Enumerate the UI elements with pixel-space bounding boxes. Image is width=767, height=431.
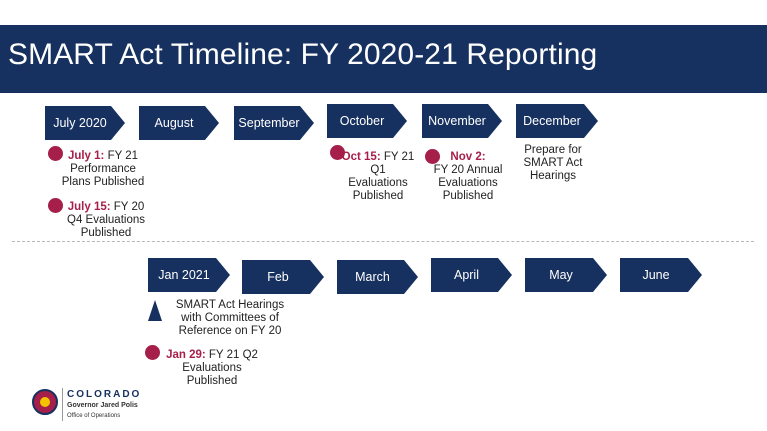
event-smart-hearings: SMART Act Hearings with Committees of Re…	[165, 299, 295, 338]
month-march: March	[337, 260, 418, 294]
event-text: SMART Act Hearings with Committees of Re…	[175, 299, 285, 337]
event-prepare-hearings: Prepare for SMART Act Hearings	[520, 144, 586, 183]
month-july-2020: July 2020	[45, 106, 125, 140]
event-jan-29: Jan 29: FY 21 Q2 Evaluations Published	[163, 349, 261, 388]
colorado-seal-icon	[32, 389, 58, 415]
month-august: August	[139, 106, 219, 140]
logo-office: Office of Operations	[67, 413, 121, 419]
event-text: FY 21 Q2 Evaluations Published	[182, 349, 258, 387]
logo-governor: Governor Jared Polis	[67, 402, 138, 409]
event-date: July 1:	[67, 150, 105, 162]
seal-center	[40, 397, 50, 407]
event-oct-15: Oct 15: FY 21 Q1 Evaluations Published	[340, 151, 416, 203]
event-july-1: July 1: FY 21 Performance Plans Publishe…	[58, 150, 148, 189]
month-september: September	[234, 106, 314, 140]
event-marker-dot	[330, 145, 345, 160]
event-nov-2: Nov 2: FY 20 Annual Evaluations Published	[432, 151, 504, 203]
event-text: FY 21 Q1 Evaluations Published	[348, 151, 415, 202]
month-may: May	[525, 258, 607, 292]
month-jan-2021: Jan 2021	[148, 258, 230, 292]
logo-state: COLORADO	[67, 389, 142, 400]
row-divider	[12, 241, 754, 242]
month-feb: Feb	[242, 260, 324, 294]
month-december: December	[516, 104, 598, 138]
event-date: July 15:	[67, 201, 111, 213]
event-july-15: July 15: FY 20 Q4 Evaluations Published	[62, 201, 150, 240]
event-text: FY 20 Q4 Evaluations Published	[67, 201, 145, 239]
event-text: FY 21 Performance Plans Published	[61, 150, 145, 188]
hearing-triangle-icon	[148, 300, 162, 321]
month-june: June	[620, 258, 702, 292]
logo-divider	[62, 388, 63, 421]
event-text: Prepare for SMART Act Hearings	[523, 144, 583, 182]
event-date: Oct 15:	[341, 151, 381, 163]
month-october: October	[327, 104, 407, 138]
title-banner	[0, 25, 767, 93]
event-marker-dot	[145, 345, 160, 360]
event-marker-dot	[48, 198, 63, 213]
page-title: SMART Act Timeline: FY 2020-21 Reporting	[8, 38, 598, 71]
event-date: Nov 2:	[450, 151, 486, 163]
event-text: FY 20 Annual Evaluations Published	[433, 164, 503, 202]
month-november: November	[422, 104, 502, 138]
event-date: Jan 29:	[166, 349, 206, 361]
event-marker-dot	[48, 146, 63, 161]
month-april: April	[431, 258, 512, 292]
event-marker-dot	[425, 149, 440, 164]
